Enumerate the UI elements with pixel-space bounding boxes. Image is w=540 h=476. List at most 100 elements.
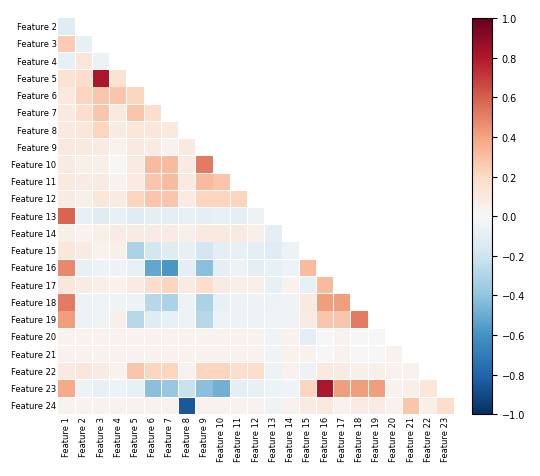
FancyBboxPatch shape (196, 208, 213, 225)
FancyBboxPatch shape (162, 226, 178, 242)
FancyBboxPatch shape (213, 226, 230, 242)
FancyBboxPatch shape (179, 398, 195, 414)
FancyBboxPatch shape (265, 243, 281, 259)
FancyBboxPatch shape (248, 278, 264, 294)
FancyBboxPatch shape (58, 71, 75, 87)
FancyBboxPatch shape (145, 140, 161, 156)
FancyBboxPatch shape (213, 191, 230, 208)
FancyBboxPatch shape (369, 346, 385, 362)
FancyBboxPatch shape (110, 380, 126, 397)
FancyBboxPatch shape (369, 398, 385, 414)
FancyBboxPatch shape (196, 174, 213, 190)
FancyBboxPatch shape (248, 346, 264, 362)
FancyBboxPatch shape (76, 105, 92, 122)
FancyBboxPatch shape (58, 295, 75, 311)
FancyBboxPatch shape (300, 295, 316, 311)
FancyBboxPatch shape (58, 329, 75, 345)
FancyBboxPatch shape (76, 278, 92, 294)
FancyBboxPatch shape (300, 380, 316, 397)
FancyBboxPatch shape (162, 380, 178, 397)
FancyBboxPatch shape (127, 208, 144, 225)
FancyBboxPatch shape (127, 398, 144, 414)
FancyBboxPatch shape (110, 208, 126, 225)
FancyBboxPatch shape (213, 278, 230, 294)
FancyBboxPatch shape (300, 278, 316, 294)
FancyBboxPatch shape (58, 243, 75, 259)
FancyBboxPatch shape (248, 260, 264, 277)
FancyBboxPatch shape (93, 243, 109, 259)
FancyBboxPatch shape (196, 380, 213, 397)
FancyBboxPatch shape (403, 380, 420, 397)
FancyBboxPatch shape (110, 157, 126, 173)
FancyBboxPatch shape (145, 243, 161, 259)
FancyBboxPatch shape (76, 329, 92, 345)
FancyBboxPatch shape (248, 329, 264, 345)
FancyBboxPatch shape (145, 105, 161, 122)
FancyBboxPatch shape (76, 260, 92, 277)
FancyBboxPatch shape (93, 278, 109, 294)
FancyBboxPatch shape (58, 54, 75, 70)
FancyBboxPatch shape (248, 208, 264, 225)
FancyBboxPatch shape (145, 191, 161, 208)
FancyBboxPatch shape (58, 278, 75, 294)
FancyBboxPatch shape (196, 346, 213, 362)
FancyBboxPatch shape (317, 346, 333, 362)
FancyBboxPatch shape (231, 312, 247, 328)
FancyBboxPatch shape (265, 260, 281, 277)
FancyBboxPatch shape (231, 208, 247, 225)
FancyBboxPatch shape (127, 105, 144, 122)
FancyBboxPatch shape (162, 312, 178, 328)
FancyBboxPatch shape (93, 105, 109, 122)
FancyBboxPatch shape (282, 278, 299, 294)
FancyBboxPatch shape (334, 363, 350, 380)
FancyBboxPatch shape (162, 191, 178, 208)
FancyBboxPatch shape (145, 260, 161, 277)
FancyBboxPatch shape (352, 380, 368, 397)
FancyBboxPatch shape (282, 398, 299, 414)
FancyBboxPatch shape (196, 260, 213, 277)
FancyBboxPatch shape (110, 260, 126, 277)
FancyBboxPatch shape (127, 226, 144, 242)
FancyBboxPatch shape (179, 157, 195, 173)
FancyBboxPatch shape (58, 346, 75, 362)
FancyBboxPatch shape (386, 346, 402, 362)
FancyBboxPatch shape (58, 398, 75, 414)
FancyBboxPatch shape (110, 71, 126, 87)
FancyBboxPatch shape (127, 123, 144, 139)
FancyBboxPatch shape (162, 208, 178, 225)
FancyBboxPatch shape (420, 398, 437, 414)
FancyBboxPatch shape (162, 346, 178, 362)
FancyBboxPatch shape (248, 380, 264, 397)
FancyBboxPatch shape (93, 226, 109, 242)
FancyBboxPatch shape (58, 191, 75, 208)
FancyBboxPatch shape (213, 312, 230, 328)
FancyBboxPatch shape (196, 398, 213, 414)
FancyBboxPatch shape (334, 346, 350, 362)
FancyBboxPatch shape (300, 346, 316, 362)
FancyBboxPatch shape (127, 278, 144, 294)
FancyBboxPatch shape (110, 329, 126, 345)
FancyBboxPatch shape (93, 174, 109, 190)
FancyBboxPatch shape (352, 346, 368, 362)
FancyBboxPatch shape (179, 329, 195, 345)
FancyBboxPatch shape (76, 380, 92, 397)
FancyBboxPatch shape (145, 363, 161, 380)
FancyBboxPatch shape (76, 88, 92, 105)
FancyBboxPatch shape (231, 295, 247, 311)
FancyBboxPatch shape (265, 363, 281, 380)
FancyBboxPatch shape (58, 88, 75, 105)
FancyBboxPatch shape (179, 312, 195, 328)
FancyBboxPatch shape (145, 226, 161, 242)
FancyBboxPatch shape (76, 312, 92, 328)
FancyBboxPatch shape (76, 208, 92, 225)
FancyBboxPatch shape (110, 88, 126, 105)
FancyBboxPatch shape (76, 363, 92, 380)
FancyBboxPatch shape (334, 329, 350, 345)
FancyBboxPatch shape (127, 260, 144, 277)
FancyBboxPatch shape (93, 71, 109, 87)
FancyBboxPatch shape (265, 329, 281, 345)
FancyBboxPatch shape (58, 20, 75, 36)
FancyBboxPatch shape (145, 398, 161, 414)
FancyBboxPatch shape (110, 363, 126, 380)
FancyBboxPatch shape (162, 398, 178, 414)
